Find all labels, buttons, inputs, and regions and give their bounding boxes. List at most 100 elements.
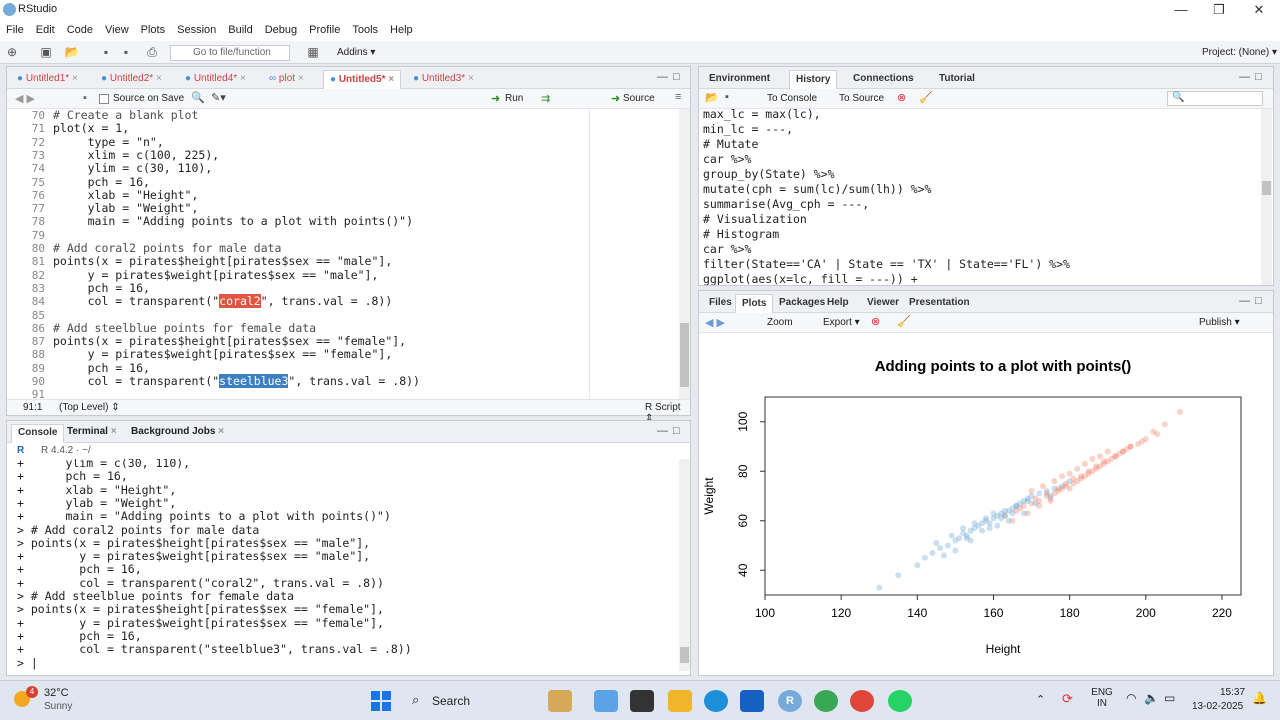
plots-tab-plots[interactable]: Plots (735, 294, 774, 313)
menu-session[interactable]: Session (177, 24, 217, 36)
history-list[interactable]: max_lc = max(lc), min_lc = ---, # Mutate ca… (699, 109, 1259, 285)
magic-wand-icon[interactable]: ✎▾ (211, 92, 226, 104)
env-tab-history[interactable]: History (789, 70, 838, 89)
run-arrow-icon[interactable]: ➜ (491, 93, 501, 105)
zoom-button[interactable]: Zoom (767, 317, 793, 328)
history-line[interactable]: # Mutate (703, 137, 759, 151)
goto-file-input[interactable]: Go to file/function (170, 45, 290, 61)
console-tab-console[interactable]: Console (11, 424, 65, 443)
history-line[interactable]: car %>% (703, 242, 752, 256)
back-arrow-icon[interactable]: ◀ ▶ (15, 93, 35, 105)
console-scrollbar[interactable] (679, 459, 690, 671)
rstudio-app-icon[interactable]: R (778, 690, 802, 712)
maximize-button[interactable]: ❐ (1213, 2, 1225, 17)
close-tab-icon[interactable]: × (385, 74, 395, 85)
export-button[interactable]: Export ▾ (823, 317, 860, 328)
weather-desc[interactable]: Sunny (44, 701, 73, 712)
battery-icon[interactable]: ▭ (1164, 691, 1176, 705)
menu-view[interactable]: View (105, 24, 129, 36)
chrome-profile-app-icon[interactable] (850, 690, 874, 712)
menu-help[interactable]: Help (390, 24, 413, 36)
publish-button[interactable]: Publish ▾ (1199, 317, 1240, 328)
wifi-icon[interactable]: ◠ (1126, 691, 1137, 705)
project-menu[interactable]: Project: (None) ▾ (1202, 47, 1278, 58)
history-line[interactable]: ggplot(aes(x=lc, fill = ---)) + (703, 272, 918, 285)
minimize-plots-icon[interactable]: — (1239, 295, 1250, 307)
taskbar-search[interactable]: ⌕ Search (404, 688, 534, 714)
menu-build[interactable]: Build (228, 24, 253, 36)
history-line[interactable]: min_lc = ---, (703, 122, 794, 136)
history-line[interactable]: filter(State=='CA' | State == 'TX' | Sta… (703, 257, 1070, 271)
tray-chevron-icon[interactable]: ⌃ (1036, 694, 1046, 706)
history-line[interactable]: mutate(cph = sum(lc)/sum(lh)) %>% (703, 182, 932, 196)
search-icon[interactable]: 🔍 (191, 92, 205, 104)
weather-temp[interactable]: 32°C (44, 687, 69, 699)
speaker-icon[interactable]: 🔈 (1144, 691, 1159, 705)
language-indicator[interactable]: ENG IN (1090, 687, 1114, 709)
taskview-app-icon[interactable] (630, 690, 654, 712)
remove-plot-icon[interactable]: ⊗ (871, 316, 881, 328)
console-tab-background-jobs[interactable]: Background Jobs × (125, 424, 230, 440)
history-line[interactable]: car %>% (703, 152, 752, 166)
file-explorer-icon[interactable] (668, 690, 692, 712)
console-scrollbar-thumb[interactable] (680, 647, 689, 663)
maximize-console-icon[interactable]: □ (673, 425, 680, 437)
menu-file[interactable]: File (6, 24, 24, 36)
editor-tab[interactable]: ● Untitled4* × (179, 70, 252, 89)
close-button[interactable]: ✕ (1253, 2, 1265, 17)
history-line[interactable]: max_lc = max(lc), (703, 109, 821, 121)
close-tab-icon[interactable]: × (215, 426, 225, 437)
grid-layout-icon[interactable]: ▦ (307, 45, 319, 59)
file-type-menu[interactable]: R Script ⇕ (645, 402, 681, 424)
plots-tab-packages[interactable]: Packages (779, 297, 826, 308)
addins-menu[interactable]: Addins ▾ (337, 47, 376, 58)
history-line[interactable]: summarise(Avg_cph = ---, (703, 197, 870, 211)
console-output[interactable]: + ylim = c(30, 110), + pch = 16, + xlab = … (7, 459, 679, 675)
source-button[interactable]: Source (623, 93, 655, 104)
editor-tab[interactable]: ● Untitled5* × (323, 70, 402, 89)
clock-time[interactable]: 15:37 (1220, 687, 1246, 698)
minimize-pane-icon[interactable]: — (657, 71, 668, 83)
new-file-icon[interactable]: ⊕ (6, 45, 18, 59)
menu-edit[interactable]: Edit (35, 24, 55, 36)
history-scrollbar-thumb[interactable] (1262, 181, 1271, 195)
menu-code[interactable]: Code (66, 24, 93, 36)
close-tab-icon[interactable]: × (69, 73, 78, 84)
editor-tab[interactable]: ∞ plot × (263, 70, 310, 89)
rerun-icon[interactable]: ⇉ (541, 93, 551, 105)
close-tab-icon[interactable]: × (295, 73, 304, 84)
history-search-input[interactable]: 🔍 (1167, 91, 1263, 106)
chrome-app-icon[interactable] (814, 690, 838, 712)
menu-debug[interactable]: Debug (264, 24, 298, 36)
notification-bell-icon[interactable]: 🔔 (1252, 691, 1267, 705)
history-scrollbar[interactable] (1261, 109, 1272, 285)
copilot-app-icon[interactable] (594, 690, 618, 712)
scope-menu[interactable]: (Top Level) ⇕ (59, 402, 120, 413)
minimize-console-icon[interactable]: — (657, 425, 668, 437)
save-history-icon[interactable]: ▪ (725, 91, 729, 103)
run-button[interactable]: Run (505, 93, 524, 104)
plot-nav-arrows-icon[interactable]: ◀ ▶ (705, 317, 725, 329)
history-line[interactable]: group_by(State) %>% (703, 167, 835, 181)
source-on-save-checkbox[interactable] (99, 94, 109, 104)
editor-scrollbar[interactable] (679, 109, 690, 399)
menu-plots[interactable]: Plots (140, 24, 166, 36)
windows-start-icon[interactable] (371, 691, 391, 711)
source-arrow-icon[interactable]: ➜ (611, 93, 621, 105)
minimize-env-icon[interactable]: — (1239, 71, 1250, 83)
clear-plots-broom-icon[interactable]: 🧹 (897, 316, 911, 328)
env-tab-tutorial[interactable]: Tutorial (939, 73, 975, 84)
close-tab-icon[interactable]: × (237, 73, 246, 84)
edge-browser-icon[interactable] (704, 690, 728, 712)
history-line[interactable]: # Visualization (703, 212, 807, 226)
open-file-icon[interactable]: 📂 (64, 45, 80, 59)
maximize-pane-icon[interactable]: □ (673, 71, 680, 83)
menu-tools[interactable]: Tools (352, 24, 379, 36)
close-tab-icon[interactable]: × (465, 73, 474, 84)
plots-tab-files[interactable]: Files (709, 297, 732, 308)
save-doc-icon[interactable]: ▪ (83, 92, 87, 104)
outline-icon[interactable]: ≡ (675, 91, 682, 103)
minimize-button[interactable]: — (1174, 2, 1188, 17)
plots-tab-viewer[interactable]: Viewer (867, 297, 900, 308)
console-tab-terminal[interactable]: Terminal × (61, 424, 123, 440)
